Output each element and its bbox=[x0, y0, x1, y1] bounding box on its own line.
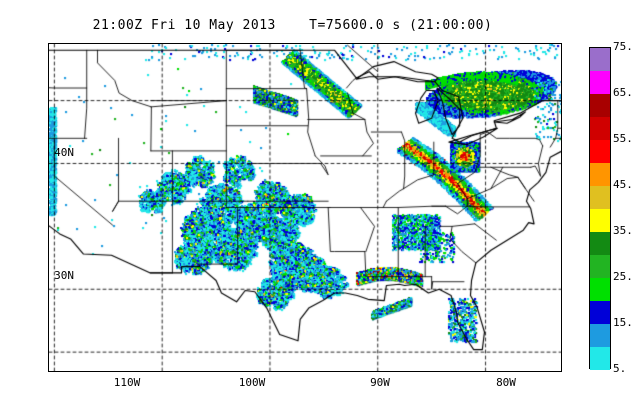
colorbar-band-70 bbox=[590, 71, 610, 94]
colorbar-band-30 bbox=[590, 255, 610, 278]
colorbar-band-40 bbox=[590, 209, 610, 232]
reflectivity-map-canvas[interactable] bbox=[49, 44, 561, 371]
colorbar-band-15 bbox=[590, 324, 610, 347]
colorbar-tick-35: 35. bbox=[613, 224, 633, 237]
colorbar-tick-25: 25. bbox=[613, 270, 633, 283]
colorbar-tick-45: 45. bbox=[613, 178, 633, 191]
map-plot-area[interactable] bbox=[48, 43, 562, 372]
colorbar-tick-5: 5. bbox=[613, 362, 627, 375]
x-axis-tick-110w: 110W bbox=[113, 376, 141, 389]
x-axis-tick-80w: 80W bbox=[496, 376, 516, 389]
colorbar-band-65 bbox=[590, 94, 610, 117]
colorbar-band-45 bbox=[590, 186, 610, 209]
page-title: 21:00Z Fri 10 May 2013 T=75600.0 s (21:0… bbox=[92, 18, 493, 33]
colorbar-band-20 bbox=[590, 301, 610, 324]
colorbar-band-55 bbox=[590, 140, 610, 163]
colorbar-tick-labels: 75. 65. 55. 45. 35. 25. 15. 5. bbox=[613, 40, 640, 376]
colorbar-band-25 bbox=[590, 278, 610, 301]
colorbar-band-75 bbox=[590, 48, 610, 71]
reflectivity-colorbar bbox=[589, 47, 611, 370]
colorbar-band-10 bbox=[590, 347, 610, 370]
colorbar-band-50 bbox=[590, 163, 610, 186]
colorbar-tick-55: 55. bbox=[613, 132, 633, 145]
x-axis-tick-90w: 90W bbox=[370, 376, 390, 389]
x-axis-tick-100w: 100W bbox=[238, 376, 266, 389]
colorbar-tick-75: 75. bbox=[613, 40, 633, 53]
y-axis-tick-40n: 40N bbox=[54, 146, 74, 159]
y-axis-tick-30n: 30N bbox=[54, 269, 74, 282]
colorbar-band-35 bbox=[590, 232, 610, 255]
colorbar-tick-65: 65. bbox=[613, 86, 633, 99]
colorbar-band-60 bbox=[590, 117, 610, 140]
colorbar-tick-15: 15. bbox=[613, 316, 633, 329]
